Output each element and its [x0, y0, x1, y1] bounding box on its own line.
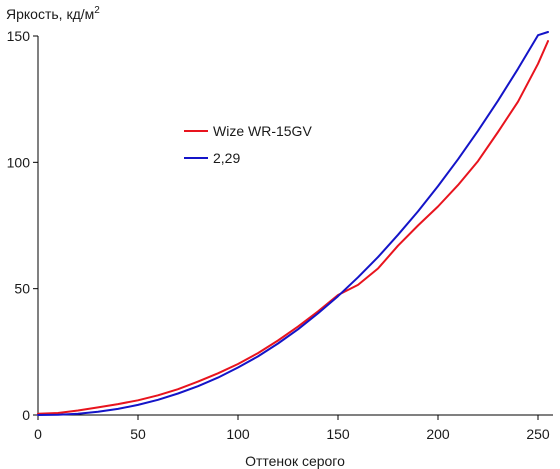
y-axis-title-superscript: 2: [94, 5, 100, 16]
x-tick-label: 250: [526, 426, 550, 442]
y-axis-title-main: Яркость, кд/м: [6, 6, 94, 22]
y-tick-label: 0: [22, 407, 30, 423]
series-line-1: [37, 40, 549, 415]
y-ticks: 0 50 100 150: [7, 28, 38, 423]
y-axis-title: Яркость, кд/м2: [6, 5, 100, 22]
x-tick-label: 50: [130, 426, 146, 442]
x-tick-label: 0: [34, 426, 42, 442]
series-line-2: [37, 31, 549, 416]
legend-label-series-2: 2,29: [213, 150, 240, 166]
legend: Wize WR-15GV 2,29: [184, 123, 312, 166]
y-tick-label: 150: [7, 28, 31, 44]
x-axis-title: Оттенок серого: [245, 453, 345, 469]
x-tick-label: 200: [426, 426, 450, 442]
x-tick-label: 150: [326, 426, 350, 442]
axes: [37, 36, 553, 416]
series-lines: [37, 31, 549, 416]
y-tick-label: 50: [14, 281, 30, 297]
legend-label-series-1: Wize WR-15GV: [213, 123, 312, 139]
x-ticks: 0 50 100 150 200 250: [34, 415, 550, 442]
y-tick-label: 100: [7, 154, 31, 170]
x-tick-label: 100: [226, 426, 250, 442]
